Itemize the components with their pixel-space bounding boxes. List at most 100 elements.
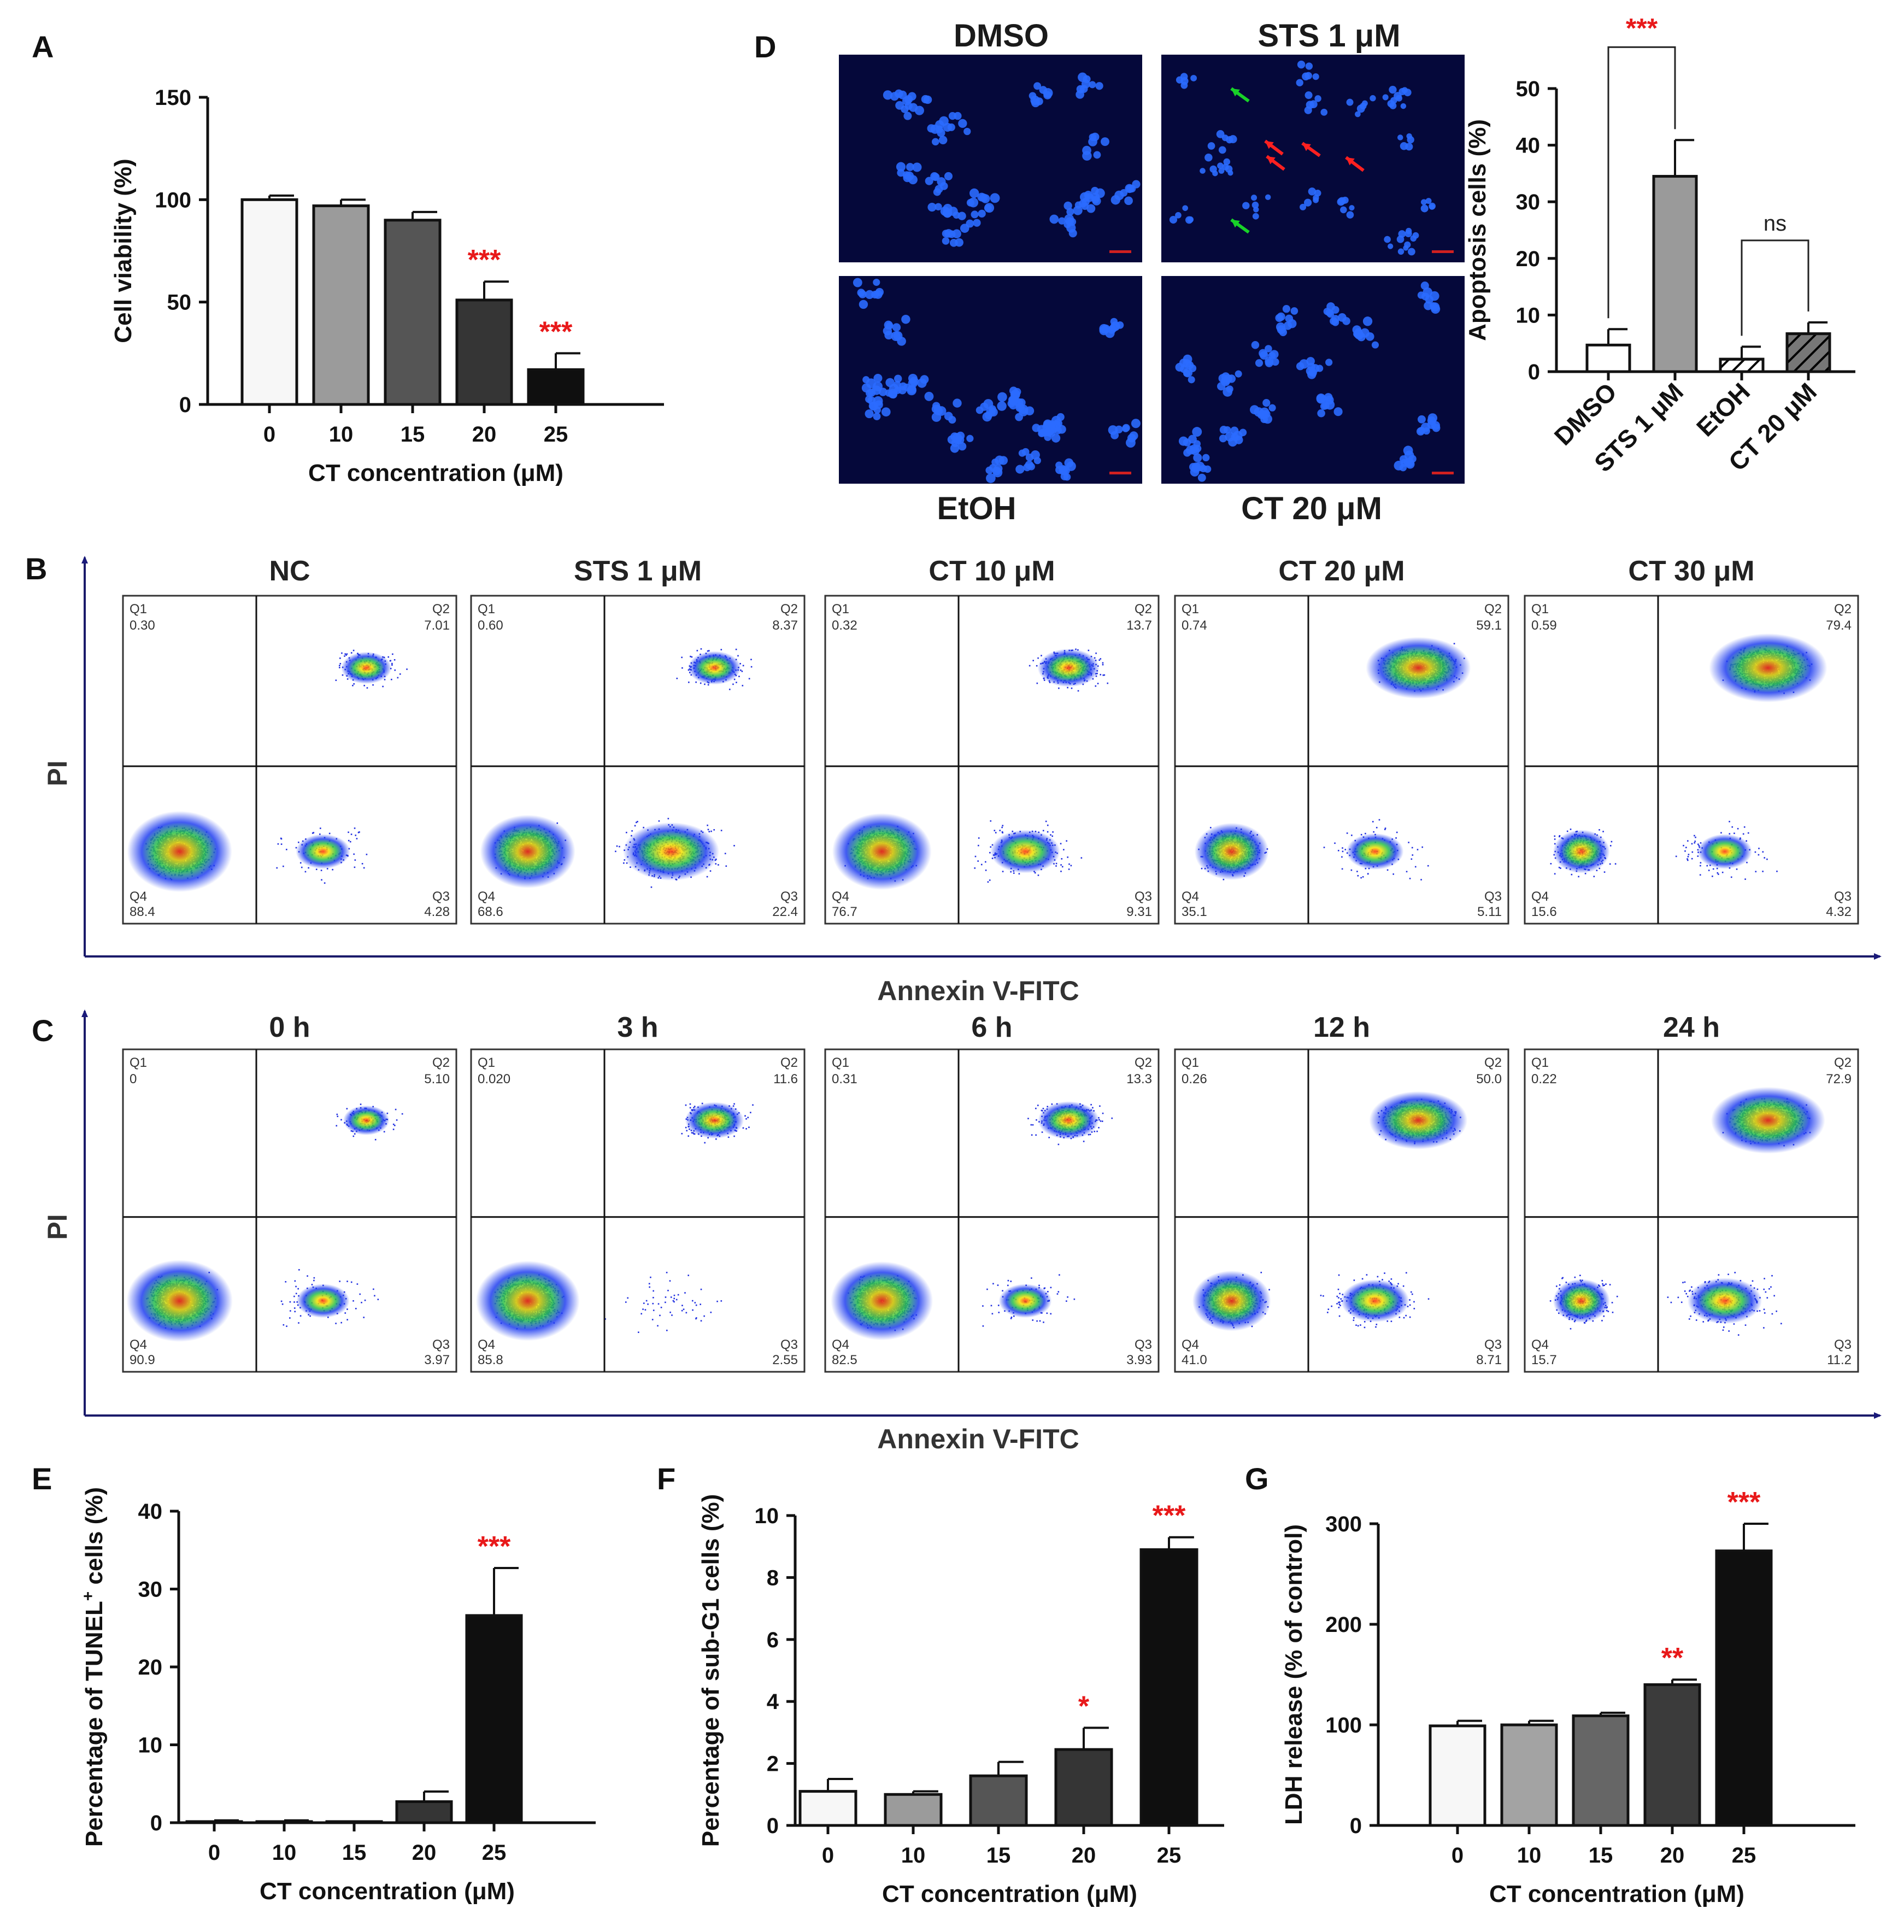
nucleus <box>892 323 901 331</box>
nucleus <box>1262 399 1270 407</box>
nucleus <box>1131 419 1141 428</box>
nucleus <box>953 398 961 407</box>
comparison-bracket <box>1742 240 1808 336</box>
nucleus <box>917 378 926 387</box>
nucleus <box>969 189 979 198</box>
nucleus <box>1297 61 1305 68</box>
nucleus <box>1047 420 1056 429</box>
nucleus <box>1176 363 1184 372</box>
nucleus <box>1200 465 1207 472</box>
nucleus <box>944 172 953 180</box>
nucleus <box>948 231 955 238</box>
x-tick-label: 25 <box>544 422 568 447</box>
y-tick-label: 100 <box>1325 1713 1362 1737</box>
nucleus <box>1283 305 1290 313</box>
nucleus <box>983 399 993 409</box>
x-axis-label: CT concentration (μM) <box>882 1881 1137 1907</box>
significance-label: ** <box>1661 1642 1684 1674</box>
nucleus <box>903 112 912 120</box>
nucleus <box>1349 205 1354 210</box>
nucleus <box>949 207 958 216</box>
nucleus <box>937 177 945 186</box>
nucleus <box>1305 91 1313 99</box>
x-tick-label: 15 <box>1589 1843 1613 1868</box>
nucleus <box>1406 228 1412 234</box>
nucleus <box>1176 77 1183 84</box>
nucleus <box>1066 208 1074 216</box>
nucleus <box>1407 136 1414 143</box>
nucleus <box>1397 236 1405 243</box>
y-axis-label: Cell viability (%) <box>110 158 137 343</box>
y-axis-label: LDH release (% of control) <box>1280 1524 1307 1825</box>
nucleus <box>1400 142 1408 150</box>
nucleus <box>1418 415 1426 424</box>
micro-label-ct20: CT 20 μM <box>1241 491 1382 526</box>
nucleus <box>1025 461 1034 469</box>
nucleus <box>1372 342 1379 349</box>
nucleus <box>865 409 874 418</box>
nucleus <box>1224 158 1231 166</box>
bar <box>1056 1749 1112 1825</box>
x-tick-label: 0 <box>1451 1843 1464 1868</box>
nucleus <box>1370 95 1376 101</box>
nucleus <box>875 288 884 296</box>
nucleus <box>927 203 936 212</box>
bar <box>314 206 368 404</box>
x-tick-label: 10 <box>329 422 354 447</box>
significance-label: *** <box>539 316 573 348</box>
nucleus <box>985 467 993 474</box>
nucleus <box>1325 359 1332 366</box>
nucleus <box>1429 203 1436 210</box>
nucleus <box>1099 324 1108 333</box>
nucleus <box>1311 364 1320 373</box>
nucleus <box>1202 454 1209 461</box>
nucleus <box>939 136 948 144</box>
nucleus <box>1250 405 1259 414</box>
panel-letter-a: A <box>32 30 54 64</box>
nucleus <box>1383 94 1389 100</box>
nucleus <box>884 321 893 330</box>
nucleus <box>890 92 899 101</box>
nucleus <box>859 300 868 309</box>
nucleus <box>1194 440 1201 447</box>
nucleus <box>1032 424 1040 432</box>
y-tick-label: 30 <box>1516 190 1541 214</box>
nucleus <box>882 407 891 416</box>
nucleus <box>950 444 959 453</box>
nucleus <box>954 112 961 120</box>
nucleus <box>874 407 881 414</box>
nucleus <box>1304 199 1312 207</box>
nucleus <box>862 376 869 383</box>
nucleus <box>1192 427 1202 437</box>
nucleus <box>968 197 978 207</box>
bar <box>1502 1725 1556 1825</box>
micro-label-dmso: DMSO <box>954 18 1049 54</box>
y-tick-label: 4 <box>767 1690 779 1714</box>
nucleus <box>1291 307 1298 315</box>
nucleus <box>932 138 939 146</box>
nucleus <box>1285 315 1294 323</box>
bar <box>385 220 440 404</box>
nucleus <box>942 237 950 245</box>
y-tick-label: 10 <box>138 1734 163 1758</box>
nucleus <box>1363 316 1372 326</box>
nucleus <box>865 396 873 403</box>
comparison-label: ns <box>1764 212 1787 236</box>
nucleus <box>898 386 907 394</box>
x-tick-label: 25 <box>482 1841 507 1865</box>
nucleus <box>989 408 998 416</box>
y-tick-label: 2 <box>767 1752 779 1776</box>
nucleus <box>1302 73 1309 80</box>
y-tick-label: 200 <box>1325 1613 1362 1637</box>
scale-bar <box>1432 472 1454 474</box>
nucleus <box>896 162 906 172</box>
x-tick-label: 20 <box>1660 1843 1685 1868</box>
nucleus <box>1421 205 1429 213</box>
nucleus <box>1235 371 1242 378</box>
nucleus <box>1219 434 1227 442</box>
nucleus <box>1421 199 1427 205</box>
y-tick-label: 10 <box>755 1504 779 1528</box>
nucleus <box>1191 464 1200 473</box>
